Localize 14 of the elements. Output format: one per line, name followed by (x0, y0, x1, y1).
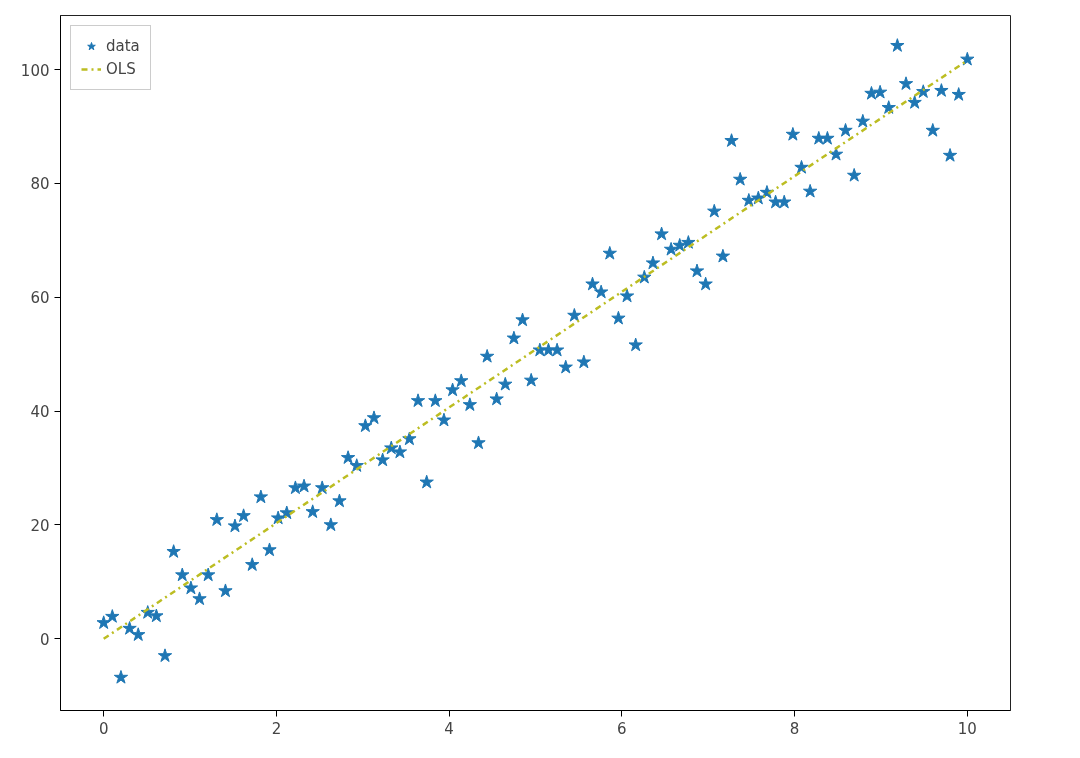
y-tick-label: 20 (30, 516, 50, 535)
x-tick-label: 4 (444, 719, 454, 738)
x-tick-label: 0 (98, 719, 109, 738)
x-tick-label: 8 (789, 719, 800, 738)
legend-label: OLS (106, 60, 136, 78)
y-tick-label: 40 (30, 403, 50, 422)
legend-label: data (106, 37, 140, 55)
x-tick-label: 2 (271, 719, 282, 738)
y-tick-label: 0 (39, 630, 50, 649)
x-tick-label: 10 (957, 719, 977, 738)
x-tick-label: 6 (617, 719, 627, 738)
y-tick-label: 60 (30, 289, 50, 308)
y-tick-label: 100 (20, 61, 50, 80)
y-tick-label: 80 (30, 175, 50, 194)
